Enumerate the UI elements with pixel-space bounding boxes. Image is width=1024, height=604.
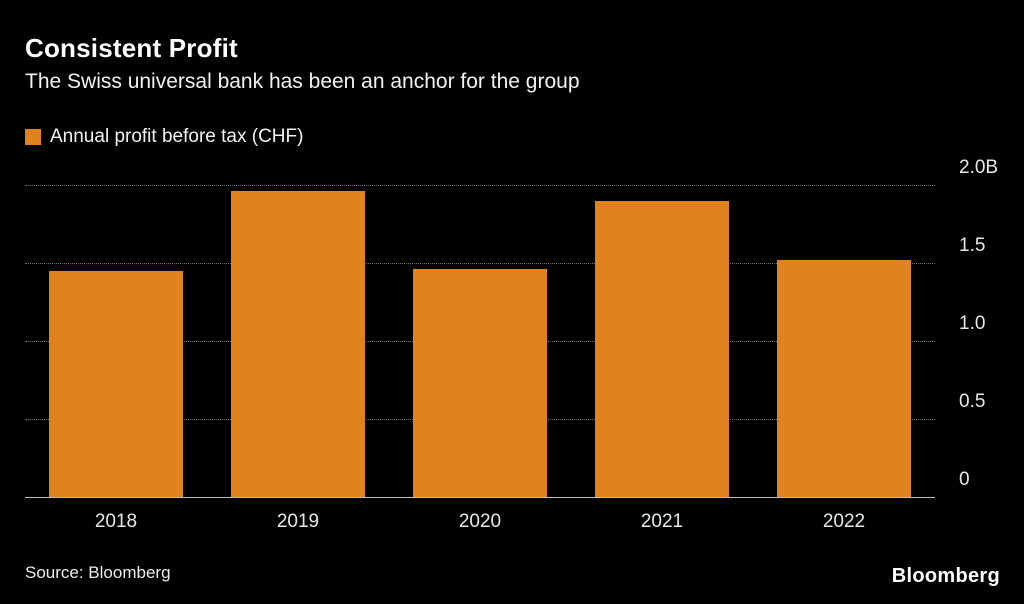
y-axis-tick-label: 1.5 — [959, 235, 986, 256]
x-axis-tick-label: 2019 — [276, 511, 320, 532]
x-axis-line — [25, 497, 935, 498]
legend-label: Annual profit before tax (CHF) — [50, 126, 304, 147]
y-axis-tick-label: 1.0 — [959, 313, 986, 334]
y-axis-tick-label: 0 — [959, 469, 970, 490]
x-axis-tick-label: 2021 — [640, 511, 684, 532]
y-axis-tick-label: 2.0B — [959, 157, 999, 178]
gridline — [25, 185, 935, 186]
bar-2018 — [48, 270, 184, 497]
bar-2019 — [230, 191, 366, 497]
x-axis-tick-label: 2020 — [458, 511, 502, 532]
x-axis-tick-label: 2022 — [822, 511, 866, 532]
gridline — [25, 263, 935, 264]
bar-2020 — [412, 269, 548, 497]
bloomberg-logo: Bloomberg — [891, 565, 1000, 587]
legend: Annual profit before tax (CHF) — [25, 126, 303, 148]
plot-area: 0 0.5 1.0 1.5 2.0B 2018 2019 2020 2021 2022 — [25, 157, 998, 532]
chart-subtitle: The Swiss universal bank has been an anc… — [25, 70, 580, 93]
bar-2022 — [776, 259, 912, 497]
bar-2021 — [594, 200, 730, 497]
chart-title: Consistent Profit — [25, 33, 238, 63]
x-axis-tick-label: 2018 — [94, 511, 138, 532]
legend-swatch-icon — [25, 129, 41, 145]
y-axis-tick-label: 0.5 — [959, 391, 986, 412]
source-text: Source: Bloomberg — [25, 563, 171, 582]
